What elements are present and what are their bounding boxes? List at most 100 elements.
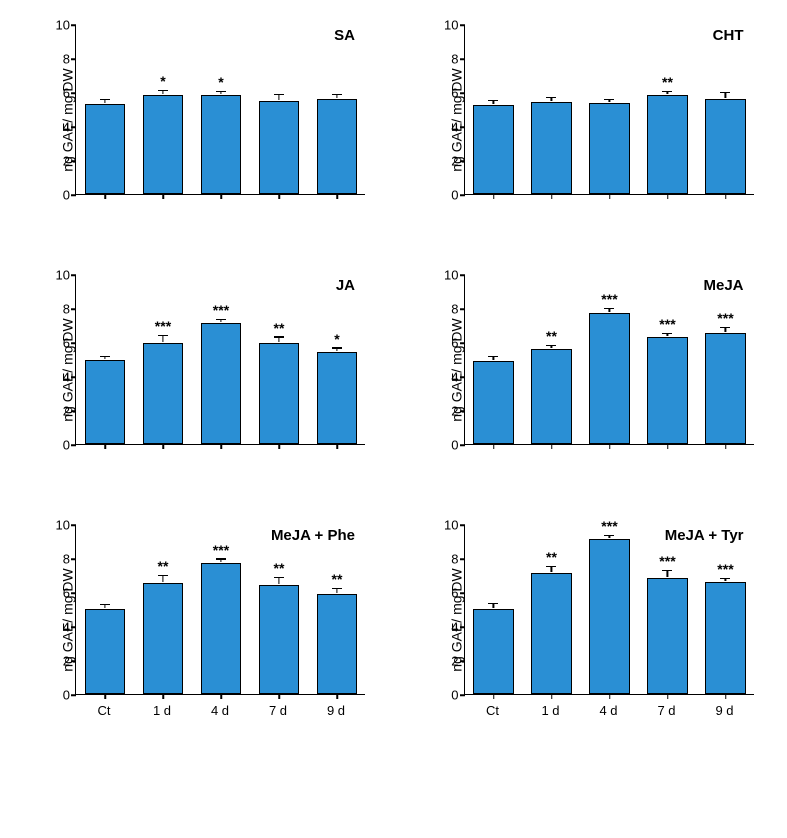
x-tick-mark — [725, 444, 727, 449]
y-tick-label: 2 — [439, 404, 459, 419]
y-tick-label: 10 — [50, 518, 70, 533]
x-tick-label: 7 d — [657, 703, 675, 718]
error-bar — [667, 571, 668, 576]
error-cap — [332, 588, 342, 589]
y-tick-label: 10 — [50, 18, 70, 33]
error-cap — [488, 603, 498, 604]
y-tick-label: 4 — [50, 620, 70, 635]
error-bar — [667, 334, 668, 336]
plot-area: JA********* — [75, 275, 365, 445]
bar: *** — [589, 313, 630, 444]
significance-marker: *** — [717, 310, 733, 326]
y-tick-mark — [71, 342, 76, 344]
error-cap — [662, 91, 672, 92]
x-tick-mark — [278, 444, 280, 449]
error-bar — [609, 536, 610, 539]
y-tick-mark — [71, 92, 76, 94]
bar: ** — [259, 585, 300, 694]
y-tick-mark — [71, 444, 76, 446]
y-tick-label: 0 — [50, 438, 70, 453]
x-tick-mark — [220, 694, 222, 699]
y-tick-label: 10 — [50, 268, 70, 283]
error-bar — [336, 95, 337, 98]
significance-marker: * — [160, 73, 165, 89]
x-tick-label: Ct — [98, 703, 111, 718]
x-tick-label: 9 d — [327, 703, 345, 718]
error-cap — [158, 575, 168, 576]
error-cap — [216, 558, 226, 559]
error-cap — [274, 577, 284, 578]
bar — [259, 101, 300, 195]
y-tick-mark — [71, 592, 76, 594]
y-tick-label: 0 — [439, 438, 459, 453]
x-tick-mark — [667, 444, 669, 449]
error-cap — [720, 578, 730, 579]
error-bar — [162, 336, 163, 342]
y-tick-label: 0 — [50, 688, 70, 703]
plot-area: CHT** — [464, 25, 754, 195]
significance-marker: ** — [158, 558, 169, 574]
x-tick-mark — [336, 194, 338, 199]
significance-marker: *** — [155, 318, 171, 334]
error-bar — [336, 349, 337, 352]
x-tick-mark — [278, 694, 280, 699]
significance-marker: *** — [601, 518, 617, 534]
y-tick-label: 4 — [50, 120, 70, 135]
panel-title: CHT — [713, 27, 744, 44]
y-tick-label: 10 — [439, 518, 459, 533]
error-cap — [546, 97, 556, 98]
y-tick-mark — [460, 592, 465, 594]
bar: *** — [705, 582, 746, 694]
error-cap — [546, 345, 556, 346]
error-cap — [546, 566, 556, 567]
panel-title: MeJA + Tyr — [665, 527, 744, 544]
y-tick-mark — [460, 410, 465, 412]
y-tick-label: 8 — [50, 302, 70, 317]
plot-area: MeJA*********** — [464, 275, 754, 445]
y-tick-label: 8 — [439, 552, 459, 567]
x-tick-mark — [162, 444, 164, 449]
y-tick-mark — [460, 160, 465, 162]
bar — [473, 609, 514, 694]
significance-marker: * — [334, 331, 339, 347]
y-tick-mark — [460, 58, 465, 60]
x-tick-mark — [551, 444, 553, 449]
y-tick-mark — [71, 24, 76, 26]
significance-marker: *** — [213, 542, 229, 558]
y-tick-mark — [460, 444, 465, 446]
chart-panel: ng GAE/ mg DWCHT**0246810 — [409, 20, 759, 220]
y-tick-mark — [71, 58, 76, 60]
bar — [85, 360, 126, 444]
error-cap — [720, 92, 730, 93]
x-tick-label: 4 d — [599, 703, 617, 718]
bar: ** — [317, 594, 358, 694]
x-tick-mark — [336, 444, 338, 449]
error-cap — [662, 333, 672, 334]
panel-title: JA — [336, 277, 355, 294]
plot-area: MeJA + Phe********* — [75, 525, 365, 695]
chart-panel: ng GAE/ mg DWJA*********0246810 — [20, 270, 370, 470]
y-tick-mark — [460, 626, 465, 628]
x-tick-label: 4 d — [211, 703, 229, 718]
error-cap — [158, 90, 168, 91]
y-tick-label: 4 — [439, 120, 459, 135]
y-tick-mark — [460, 126, 465, 128]
significance-marker: ** — [332, 571, 343, 587]
error-cap — [216, 319, 226, 320]
error-bar — [493, 357, 494, 360]
y-tick-mark — [460, 92, 465, 94]
bar: *** — [589, 539, 630, 694]
error-cap — [216, 91, 226, 92]
error-cap — [604, 535, 614, 536]
x-tick-mark — [162, 694, 164, 699]
bar — [473, 361, 514, 444]
significance-marker: * — [218, 74, 223, 90]
y-tick-mark — [460, 308, 465, 310]
error-cap — [158, 335, 168, 336]
chart-panel: ng GAE/ mg DWSA**0246810 — [20, 20, 370, 220]
y-tick-label: 0 — [439, 188, 459, 203]
x-tick-mark — [609, 194, 611, 199]
bar — [85, 104, 126, 194]
error-bar — [104, 605, 105, 608]
y-tick-mark — [71, 308, 76, 310]
